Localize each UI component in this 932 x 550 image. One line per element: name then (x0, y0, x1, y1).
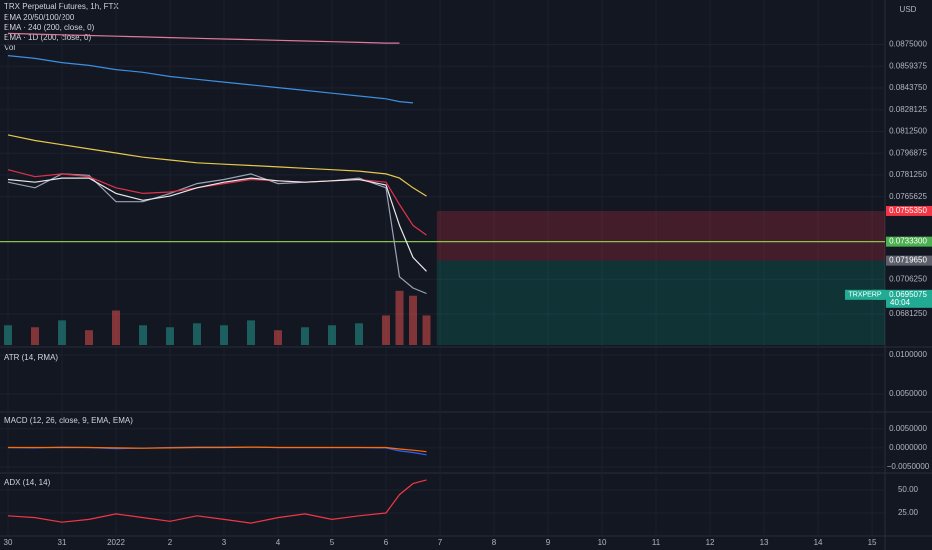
price-label: 0.0719650 (889, 256, 927, 265)
volume-bar (3, 325, 12, 345)
x-tick-label: 2022 (107, 538, 125, 547)
volume-bar (274, 330, 283, 345)
price-label: 0.0695075 (889, 290, 927, 299)
x-tick-label: 9 (546, 538, 551, 547)
volume-bar (355, 323, 364, 345)
price-label: 0.0755350 (889, 206, 927, 215)
y-tick-label: 0.0050000 (889, 424, 927, 433)
volume-bar (111, 310, 120, 345)
symbol-label: TRXPERP (848, 292, 881, 299)
pane (0, 479, 885, 524)
series-line (7, 32, 400, 44)
y-tick-label: 0.0681250 (889, 309, 927, 318)
series-line (7, 479, 427, 524)
volume-bar (301, 327, 310, 345)
volume-bar (328, 325, 337, 345)
series-line (7, 169, 427, 236)
target-zone (436, 260, 885, 345)
volume-bar (57, 320, 66, 345)
series-line (7, 173, 427, 295)
currency: USD (900, 5, 917, 14)
pane (0, 32, 885, 345)
indicator-label: EMA · 240 (200, close, 0) (4, 23, 95, 32)
stop-zone (436, 210, 885, 261)
y-tick-label: 50.00 (898, 485, 919, 494)
x-tick-label: 6 (384, 538, 389, 547)
pane (0, 354, 885, 395)
x-tick-label: 8 (492, 538, 497, 547)
volume-bar (422, 315, 431, 345)
x-tick-label: 15 (868, 538, 877, 547)
volume-bar (193, 323, 202, 345)
x-tick-label: 10 (598, 538, 607, 547)
y-tick-label: 0.0100000 (889, 350, 927, 359)
volume-bar (166, 327, 175, 345)
volume-bar (30, 327, 39, 345)
volume-bar (409, 295, 418, 345)
y-tick-label: −0.0050000 (887, 462, 930, 471)
pane-title: ADX (14, 14) (4, 478, 51, 487)
x-tick-label: 5 (330, 538, 335, 547)
symbol-label-bg (845, 289, 885, 300)
countdown: 40:04 (890, 298, 911, 307)
y-tick-label: 0.0781250 (889, 170, 927, 179)
pane-title: ATR (14, RMA) (4, 353, 58, 362)
y-tick-label: 0.0843750 (889, 83, 927, 92)
x-tick-label: 14 (814, 538, 823, 547)
y-tick-label: 0.0706250 (889, 274, 927, 283)
volume-bar (382, 315, 391, 345)
y-tick-label: 25.00 (898, 508, 919, 517)
y-tick-label: 0.0875000 (889, 40, 927, 49)
series-line (7, 134, 427, 197)
y-tick-label: 0.0050000 (889, 389, 927, 398)
series-line (7, 55, 414, 104)
price-label-bg (886, 255, 932, 266)
y-tick-label: 0.0828125 (889, 105, 927, 114)
volume-bar (247, 320, 256, 345)
y-tick-label: 0.0796875 (889, 148, 927, 157)
pane-title: MACD (12, 26, close, 9, EMA, EMA) (4, 416, 133, 425)
volume-bar (138, 325, 147, 345)
x-tick-label: 31 (58, 538, 67, 547)
x-tick-label: 7 (438, 538, 443, 547)
x-tick-label: 13 (760, 538, 769, 547)
x-tick-label: 2 (168, 538, 173, 547)
pane (0, 428, 885, 468)
price-label-bg (886, 236, 932, 247)
y-tick-label: 0.0765625 (889, 192, 927, 201)
y-tick-label: 0.0812500 (889, 127, 927, 136)
volume-bar (395, 290, 404, 345)
volume-bar (84, 330, 93, 345)
x-tick-label: 3 (222, 538, 227, 547)
indicator-label: EMA · 1D (200, close, 0) (4, 33, 91, 42)
x-tick-label: 12 (706, 538, 715, 547)
series-line (7, 177, 427, 272)
y-tick-label: 0.0000000 (889, 443, 927, 452)
series-line (8, 446, 427, 453)
price-label-bg (886, 289, 932, 308)
indicator-label: Vol (4, 43, 15, 52)
indicator-label: EMA 20/50/100/200 (4, 13, 75, 22)
y-tick-label: 0.0859375 (889, 61, 927, 70)
volume-bar (220, 325, 229, 345)
price-label: 0.0733300 (889, 237, 927, 246)
x-tick-label: 30 (4, 538, 13, 547)
x-tick-label: 4 (276, 538, 281, 547)
x-tick-label: 11 (652, 538, 661, 547)
price-label-bg (886, 205, 932, 216)
